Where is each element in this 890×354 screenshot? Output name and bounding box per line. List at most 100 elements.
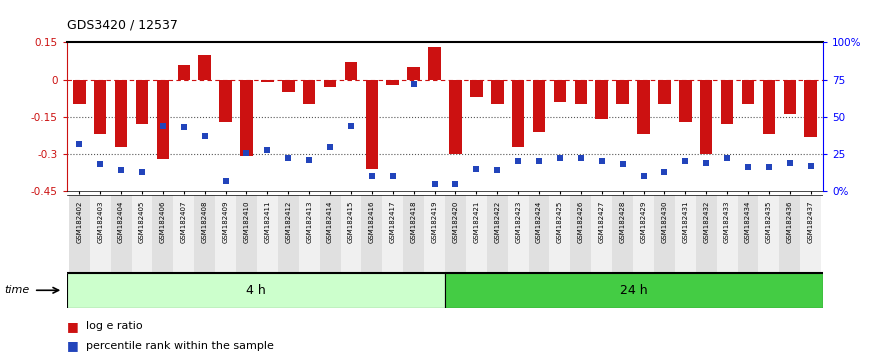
Bar — [491, 80, 504, 104]
Bar — [549, 195, 570, 273]
Bar — [383, 195, 403, 273]
Bar — [612, 195, 633, 273]
Text: GSM182423: GSM182423 — [515, 201, 522, 243]
Text: GSM182432: GSM182432 — [703, 201, 709, 243]
Bar — [637, 80, 650, 134]
Text: GSM182436: GSM182436 — [787, 201, 793, 244]
Bar — [595, 80, 608, 119]
Bar — [800, 195, 821, 273]
Text: GSM182429: GSM182429 — [641, 201, 646, 243]
Text: GSM182412: GSM182412 — [286, 201, 291, 243]
Text: GSM182415: GSM182415 — [348, 201, 354, 243]
Bar — [721, 80, 733, 124]
Bar — [257, 195, 278, 273]
Bar — [633, 195, 654, 273]
Text: GSM182410: GSM182410 — [244, 201, 249, 244]
Text: GSM182434: GSM182434 — [745, 201, 751, 243]
Bar — [110, 195, 132, 273]
Bar — [157, 80, 169, 159]
Text: GSM182418: GSM182418 — [410, 201, 417, 244]
Text: GSM182414: GSM182414 — [327, 201, 333, 243]
Bar — [507, 195, 529, 273]
Text: GDS3420 / 12537: GDS3420 / 12537 — [67, 19, 178, 32]
Bar — [344, 62, 357, 80]
Bar — [533, 80, 546, 132]
Bar — [679, 80, 692, 122]
Bar — [659, 80, 671, 104]
Bar — [215, 195, 236, 273]
Bar — [554, 80, 566, 102]
Text: GSM182422: GSM182422 — [494, 201, 500, 243]
Bar — [366, 80, 378, 169]
Text: GSM182419: GSM182419 — [432, 201, 438, 244]
Text: ■: ■ — [67, 339, 78, 352]
Bar — [575, 80, 587, 104]
Bar — [177, 65, 190, 80]
Text: GSM182435: GSM182435 — [766, 201, 772, 243]
Text: log e ratio: log e ratio — [86, 321, 143, 331]
Bar — [403, 195, 425, 273]
Bar — [324, 80, 336, 87]
Bar — [135, 80, 149, 124]
Bar — [361, 195, 383, 273]
Bar — [591, 195, 612, 273]
Text: GSM182433: GSM182433 — [724, 201, 730, 244]
Bar — [174, 195, 194, 273]
Bar — [617, 80, 629, 104]
Bar — [299, 195, 320, 273]
Text: percentile rank within the sample: percentile rank within the sample — [86, 341, 274, 350]
Text: GSM182404: GSM182404 — [118, 201, 124, 243]
Bar — [425, 195, 445, 273]
Text: GSM182424: GSM182424 — [536, 201, 542, 243]
Bar — [465, 195, 487, 273]
Text: 24 h: 24 h — [620, 284, 648, 297]
Text: GSM182437: GSM182437 — [808, 201, 813, 244]
Bar — [470, 80, 482, 97]
Text: GSM182403: GSM182403 — [97, 201, 103, 244]
Bar — [408, 67, 420, 80]
Bar — [487, 195, 507, 273]
Text: GSM182411: GSM182411 — [264, 201, 271, 244]
Bar — [94, 80, 107, 134]
Text: GSM182430: GSM182430 — [661, 201, 668, 244]
Bar — [278, 195, 299, 273]
Bar — [219, 80, 231, 122]
Bar — [716, 195, 738, 273]
Bar — [386, 80, 399, 85]
Text: GSM182413: GSM182413 — [306, 201, 312, 244]
Text: GSM182420: GSM182420 — [452, 201, 458, 243]
Bar — [445, 195, 465, 273]
Bar — [320, 195, 341, 273]
Bar — [194, 195, 215, 273]
Bar — [445, 273, 823, 308]
Bar — [529, 195, 549, 273]
Text: GSM182408: GSM182408 — [202, 201, 207, 244]
Bar — [67, 273, 445, 308]
Bar — [449, 80, 462, 154]
Text: GSM182425: GSM182425 — [557, 201, 563, 243]
Bar — [152, 195, 174, 273]
Text: GSM182421: GSM182421 — [473, 201, 480, 243]
Bar — [654, 195, 675, 273]
Bar — [758, 195, 780, 273]
Bar — [303, 80, 315, 104]
Bar — [198, 55, 211, 80]
Text: time: time — [4, 285, 29, 295]
Bar — [132, 195, 152, 273]
Bar — [428, 47, 441, 80]
Bar — [282, 80, 295, 92]
Bar — [675, 195, 696, 273]
Bar — [805, 80, 817, 137]
Text: GSM182407: GSM182407 — [181, 201, 187, 244]
Bar — [738, 195, 758, 273]
Text: GSM182409: GSM182409 — [222, 201, 229, 244]
Text: 4 h: 4 h — [246, 284, 266, 297]
Bar — [115, 80, 127, 147]
Bar — [696, 195, 716, 273]
Bar — [512, 80, 524, 147]
Text: ■: ■ — [67, 320, 78, 333]
Bar — [700, 80, 713, 154]
Bar — [69, 195, 90, 273]
Bar — [240, 80, 253, 156]
Text: GSM182402: GSM182402 — [77, 201, 82, 243]
